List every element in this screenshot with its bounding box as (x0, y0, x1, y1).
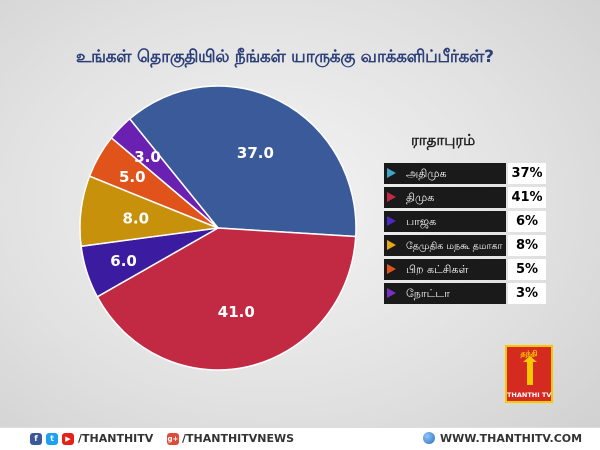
google-plus-icon[interactable]: g+ (167, 433, 179, 445)
facebook-handle-link[interactable]: /THANTHITV (78, 432, 154, 445)
facebook-icon[interactable]: f (30, 433, 42, 445)
slice-value-label: 5.0 (119, 168, 146, 186)
legend-percent: 3% (508, 283, 546, 304)
footer-bar: f t ▶ /THANTHITV g+ /THANTHITVNEWS WWW.T… (0, 427, 600, 450)
legend-label: தேமுதிக மநகூ தமாகா (406, 241, 503, 252)
twitter-icon[interactable]: t (46, 433, 58, 445)
legend-item: திமுக 41% (384, 187, 546, 208)
legend-label-box: பிற கட்சிகள் (384, 259, 506, 280)
slice-value-label: 3.0 (134, 148, 161, 166)
tower-icon (523, 356, 537, 385)
triangle-marker-icon (387, 168, 396, 178)
thanthi-tv-logo: தந்தி THANTHI TV (505, 345, 553, 403)
legend-label-box: பாஜக (384, 211, 506, 232)
youtube-icon[interactable]: ▶ (62, 433, 74, 445)
legend-label: அதிமுக (406, 167, 447, 180)
legend-item: பிற கட்சிகள் 5% (384, 259, 546, 280)
legend-item: நோட்டா 3% (384, 283, 546, 304)
legend-percent: 6% (508, 211, 546, 232)
legend-label-box: நோட்டா (384, 283, 506, 304)
legend-label: நோட்டா (406, 287, 450, 300)
slice-value-label: 8.0 (123, 210, 150, 228)
legend-label-box: தேமுதிக மநகூ தமாகா (384, 235, 506, 256)
legend-percent: 41% (508, 187, 546, 208)
triangle-marker-icon (387, 240, 396, 250)
triangle-marker-icon (387, 192, 396, 202)
globe-icon (423, 432, 435, 444)
website-link[interactable]: WWW.THANTHITV.COM (440, 432, 583, 445)
legend-label: திமுக (406, 191, 435, 204)
constituency-name: ராதாபுரம் (411, 131, 476, 149)
pie-slice (96, 227, 357, 371)
logo-bottom-text: THANTHI TV (507, 391, 552, 399)
triangle-marker-icon (387, 216, 396, 226)
pie-slice (128, 85, 357, 238)
legend-percent: 5% (508, 259, 546, 280)
triangle-marker-icon (387, 288, 396, 298)
slice-value-label: 37.0 (237, 144, 274, 162)
legend-label-box: அதிமுக (384, 163, 506, 184)
legend-item: தேமுதிக மநகூ தமாகா 8% (384, 235, 546, 256)
chart-title: உங்கள் தொகுதியில் நீங்கள் யாருக்கு வாக்க… (76, 47, 494, 67)
pie-slice (110, 117, 219, 229)
gplus-handle-link[interactable]: /THANTHITVNEWS (182, 432, 295, 445)
legend-label: பிற கட்சிகள் (406, 263, 469, 276)
logo-top-text: தந்தி (520, 349, 538, 358)
legend-item: பாஜக 6% (384, 211, 546, 232)
legend-percent: 37% (508, 163, 546, 184)
legend-item: அதிமுக 37% (384, 163, 546, 184)
legend-label: பாஜக (406, 215, 437, 228)
triangle-marker-icon (387, 264, 396, 274)
slice-value-label: 41.0 (218, 303, 255, 321)
slice-value-label: 6.0 (110, 252, 137, 270)
legend-label-box: திமுக (384, 187, 506, 208)
legend-percent: 8% (508, 235, 546, 256)
